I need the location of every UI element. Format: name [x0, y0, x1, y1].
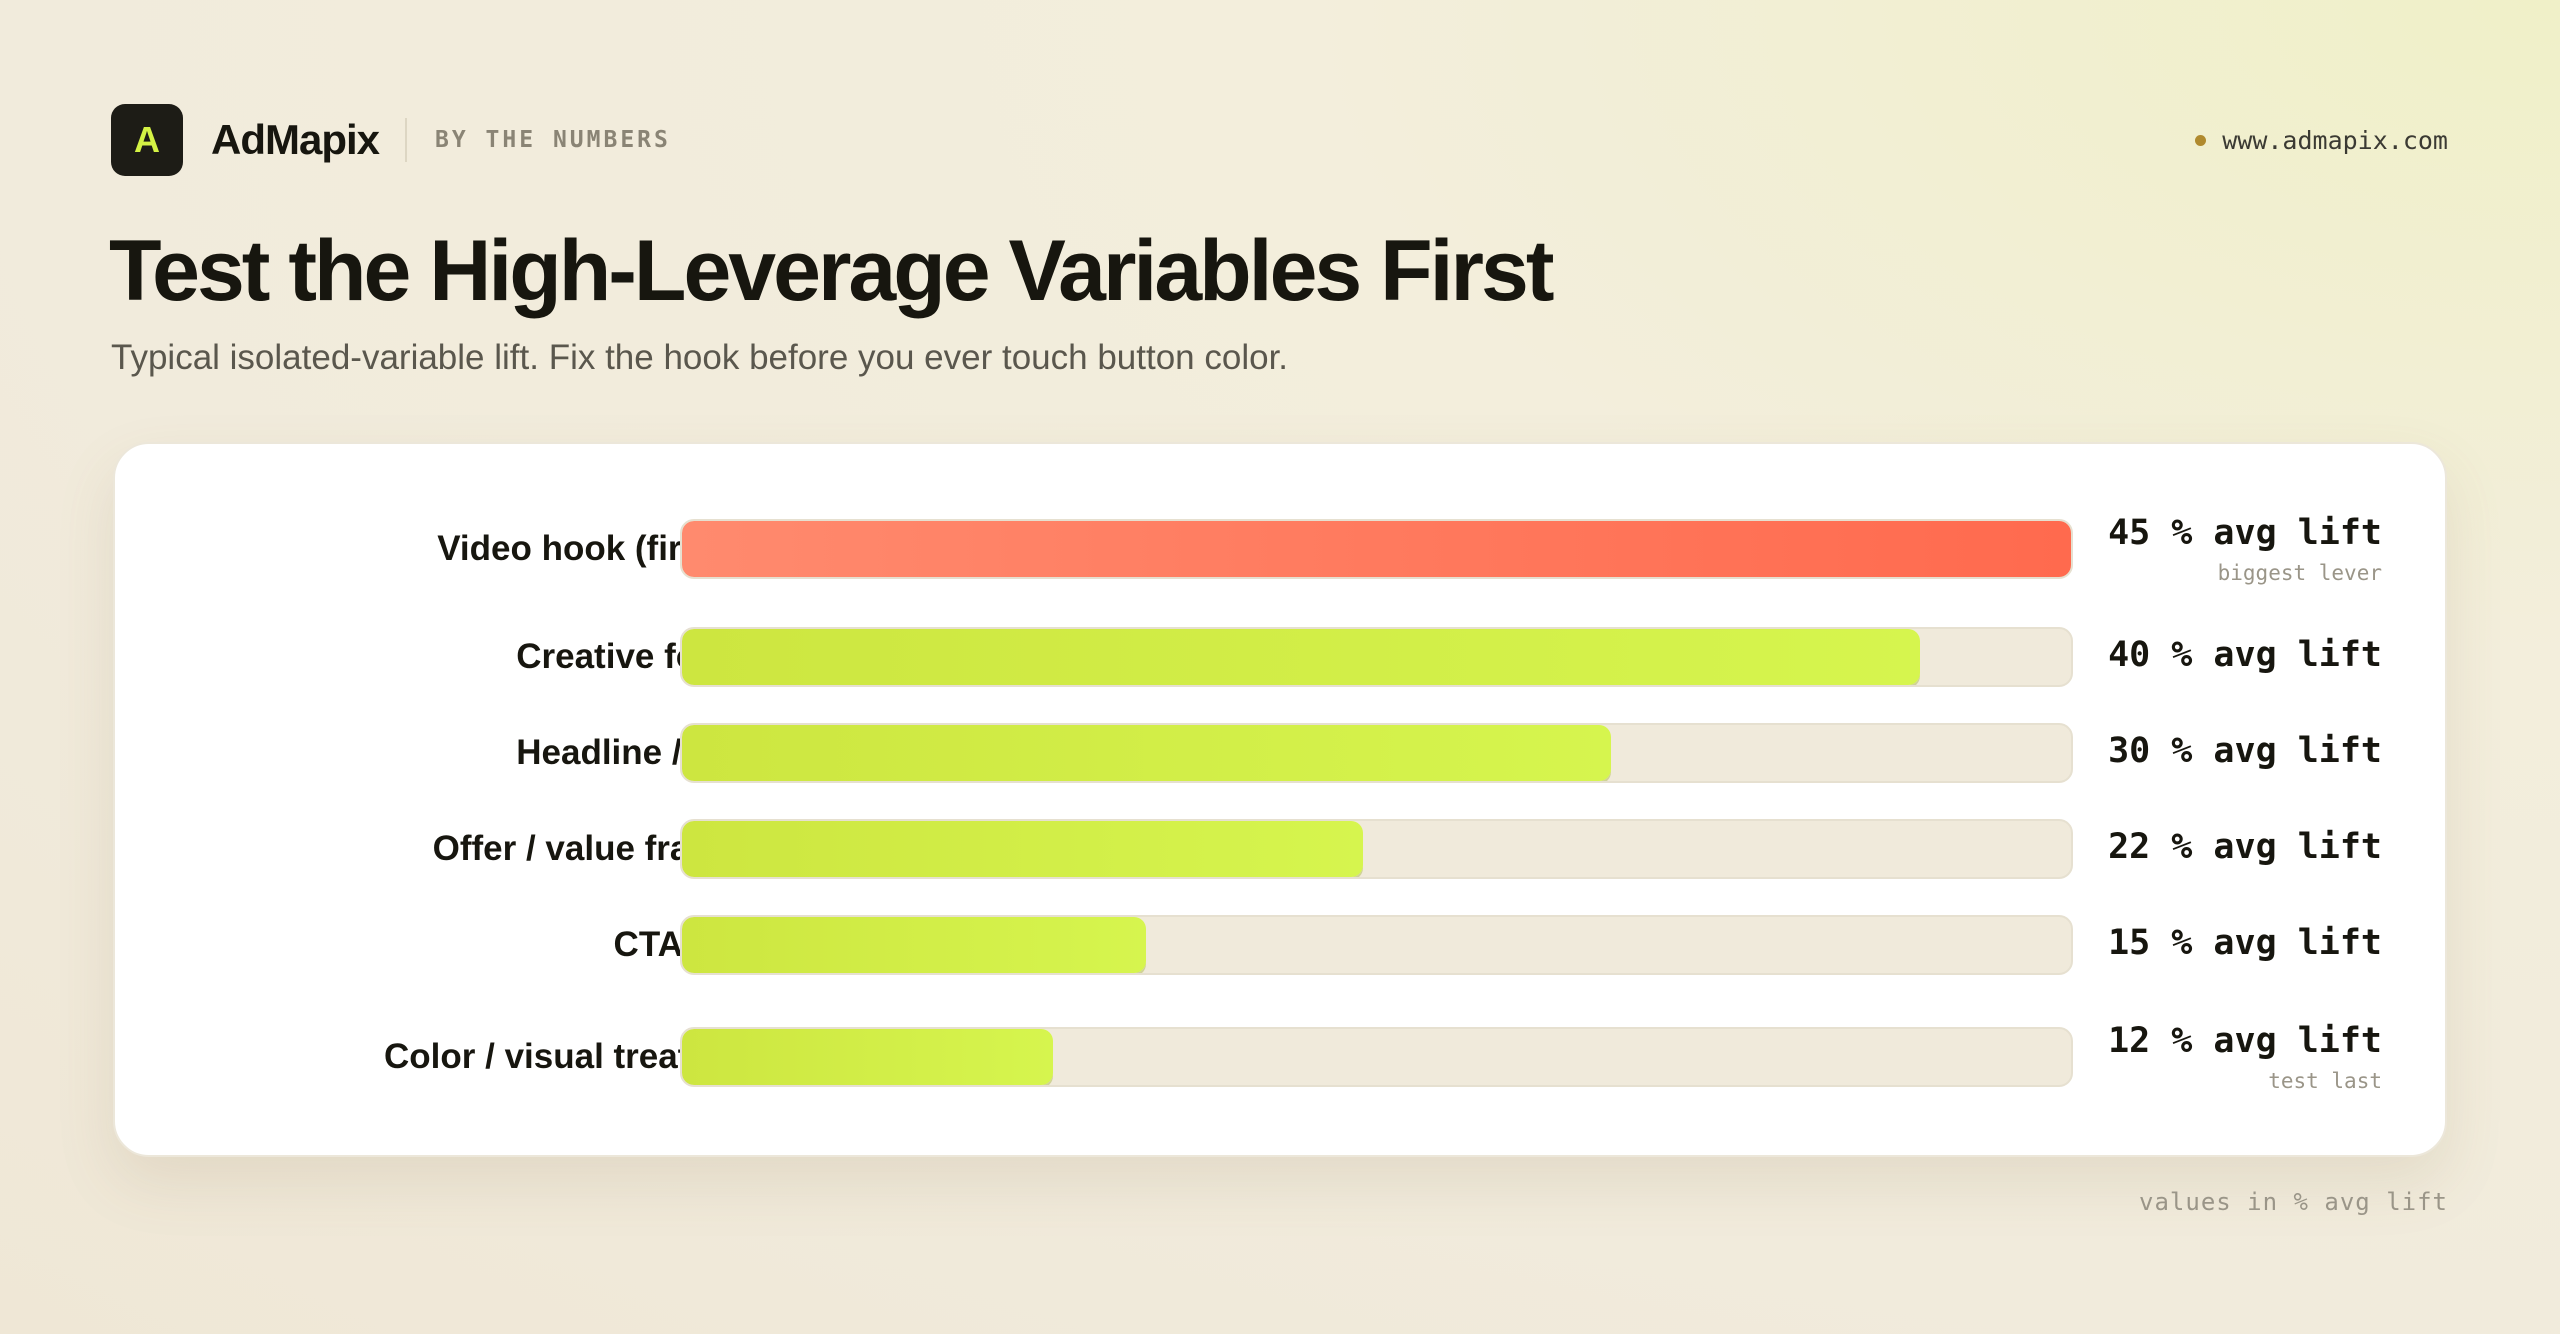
page-title: Test the High-Leverage Variables First	[109, 223, 1554, 319]
bar-track	[680, 1027, 2073, 1087]
website-url[interactable]: www.admapix.com	[2222, 125, 2448, 155]
dot-icon	[2195, 134, 2207, 146]
logo-letter: A	[134, 119, 160, 160]
bar-track	[680, 819, 2073, 879]
bar-value-label: 12 % avg lift	[2108, 1021, 2382, 1061]
bar-value-label: 22 % avg lift	[2108, 827, 2382, 867]
bar-track	[680, 627, 2073, 687]
bar-row: Video hook (first 3s) 45 % avg lift bigges…	[115, 513, 2445, 585]
bar-track	[680, 723, 2073, 783]
bar	[682, 821, 1363, 877]
bar-track	[680, 915, 2073, 975]
header-divider	[405, 118, 408, 162]
website[interactable]: www.admapix.com	[2195, 126, 2448, 155]
bar-value-label: 30 % avg lift	[2108, 731, 2382, 771]
bar	[682, 629, 1920, 685]
page-subtitle: Typical isolated-variable lift. Fix the …	[111, 338, 1289, 377]
footnote: values in % avg lift	[2139, 1188, 2448, 1216]
bar	[682, 1029, 1053, 1085]
brand-name: AdMapix	[211, 116, 380, 163]
bar-annotation: test last	[2268, 1069, 2382, 1093]
bar-track	[680, 519, 2073, 579]
chart-card: Video hook (first 3s) 45 % avg lift bigges…	[113, 442, 2447, 1157]
header: A AdMapix BY THE NUMBERS www.admapix.com	[111, 104, 2448, 176]
bar-row: CTA copy15 % avg lift	[115, 915, 2445, 975]
bar	[682, 725, 1611, 781]
bar-value-label: 40 % avg lift	[2108, 635, 2382, 675]
bar-row: Offer / value framing 22 % avg lift	[115, 819, 2445, 879]
logo-icon: A	[111, 104, 183, 176]
bar-value-label: 15 % avg lift	[2108, 923, 2382, 963]
bar-annotation: biggest lever	[2217, 561, 2382, 585]
bar-value-label: 45 % avg lift	[2108, 513, 2382, 553]
bar	[682, 521, 2071, 577]
bar-row: Color / visual treatment 12 % avg lift tes…	[115, 1021, 2445, 1093]
bar-row: Creative format 40 % avg lift	[115, 627, 2445, 687]
bar	[682, 917, 1146, 973]
kicker-label: BY THE NUMBERS	[435, 127, 671, 153]
bar-row: Headline / copy 30 % avg lift	[115, 723, 2445, 783]
